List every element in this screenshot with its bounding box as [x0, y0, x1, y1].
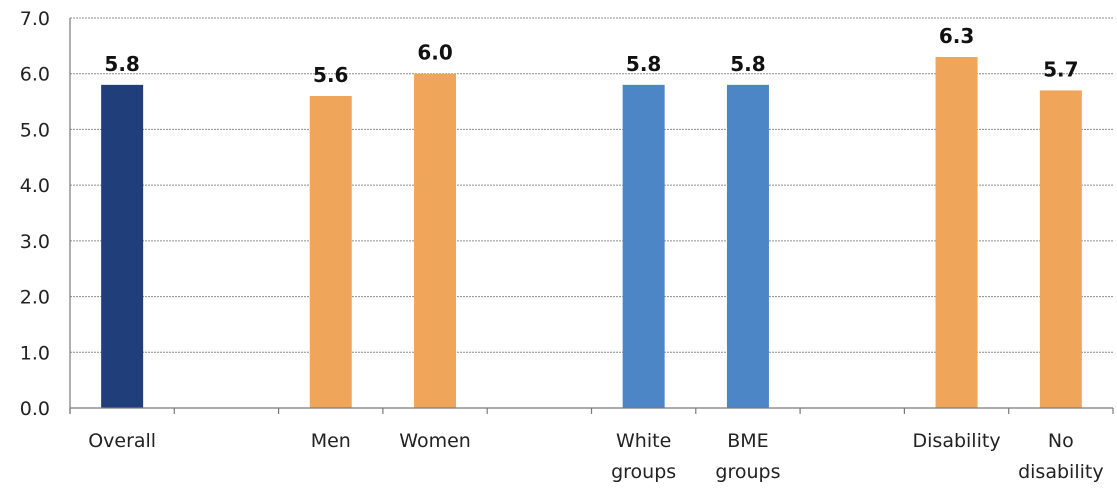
y-tick-label: 1.0 — [20, 342, 50, 364]
bar — [726, 84, 769, 408]
y-tick-label: 3.0 — [20, 231, 50, 253]
data-label: 5.8 — [104, 52, 139, 76]
bar — [309, 96, 352, 408]
data-label: 5.8 — [626, 52, 661, 76]
data-label: 5.8 — [730, 52, 765, 76]
bar — [414, 73, 457, 408]
category-label: Women — [399, 430, 471, 452]
category-label: disability — [1018, 461, 1103, 483]
category-label: Disability — [913, 430, 1001, 452]
bar — [101, 84, 144, 408]
category-label: Overall — [88, 430, 156, 452]
data-label: 5.6 — [313, 63, 348, 87]
category-label: groups — [611, 461, 676, 483]
data-label: 5.7 — [1043, 57, 1078, 81]
y-tick-label: 7.0 — [20, 8, 50, 30]
bar — [622, 84, 665, 408]
category-label: BME — [727, 430, 768, 452]
category-label: No — [1048, 430, 1074, 452]
bars — [101, 57, 1082, 408]
y-tick-label: 5.0 — [20, 119, 50, 141]
bar — [1039, 90, 1082, 408]
y-tick-label: 0.0 — [20, 398, 50, 420]
bar — [935, 57, 978, 408]
y-tick-label: 2.0 — [20, 287, 50, 309]
category-label: Men — [311, 430, 351, 452]
axes — [69, 18, 1114, 414]
category-label: White — [616, 430, 671, 452]
y-tick-label: 6.0 — [20, 64, 50, 86]
data-label: 6.0 — [417, 41, 452, 65]
y-tick-label: 4.0 — [20, 175, 50, 197]
labels: 0.0 1.0 2.0 3.0 4.0 5.0 6.0 7.0 5.8 Overall 5.6 Men… — [20, 8, 1104, 483]
data-label: 6.3 — [939, 24, 974, 48]
category-label: groups — [715, 461, 780, 483]
